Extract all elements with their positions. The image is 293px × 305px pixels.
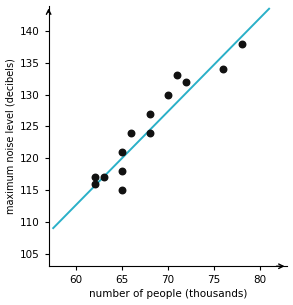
Point: [129, 130, 134, 135]
Point: [101, 175, 106, 180]
Point: [166, 92, 170, 97]
Point: [221, 67, 226, 72]
Point: [120, 149, 125, 154]
X-axis label: number of people (thousands): number of people (thousands): [89, 289, 247, 300]
Point: [239, 41, 244, 46]
Point: [120, 168, 125, 173]
Point: [92, 175, 97, 180]
Point: [147, 130, 152, 135]
Point: [92, 181, 97, 186]
Point: [175, 73, 180, 78]
Point: [147, 111, 152, 116]
Point: [120, 188, 125, 192]
Point: [184, 79, 189, 84]
Y-axis label: maximum noise level (decibels): maximum noise level (decibels): [6, 58, 16, 214]
